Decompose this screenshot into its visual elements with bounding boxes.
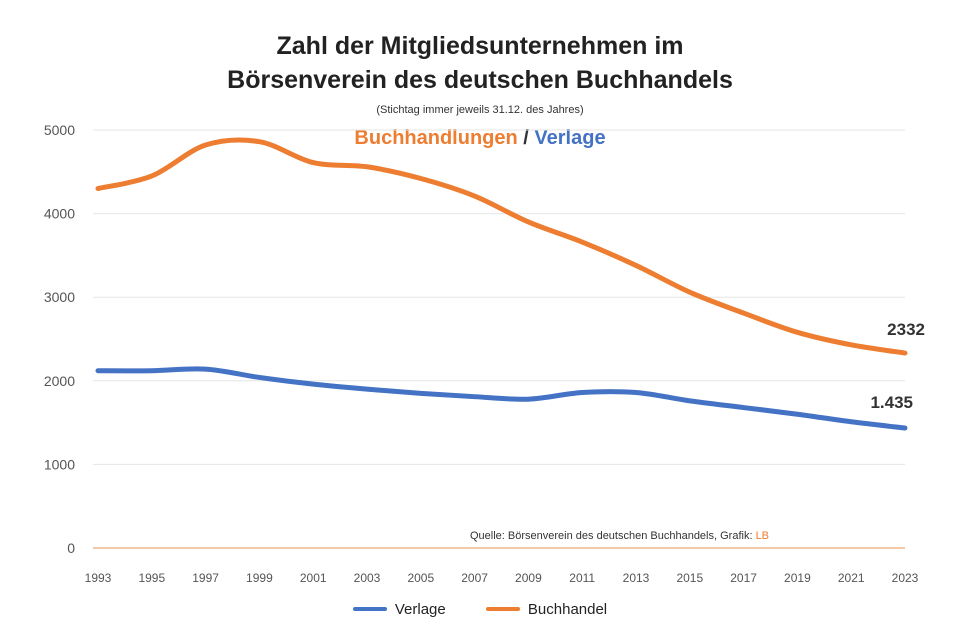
- header-label-separator: /: [517, 127, 535, 149]
- x-tick-label: 2021: [838, 571, 865, 585]
- header-series-labels: Buchhandlungen / Verlage: [0, 127, 960, 150]
- x-tick-label: 2023: [892, 571, 919, 585]
- x-tick-label: 1997: [192, 571, 219, 585]
- x-tick-label: 2011: [569, 571, 595, 585]
- chart-legend: Verlage Buchhandel: [0, 598, 960, 618]
- x-tick-label: 1995: [138, 571, 165, 585]
- x-tick-label: 1993: [85, 571, 112, 585]
- x-tick-label: 2013: [623, 571, 650, 585]
- x-tick-label: 2015: [676, 571, 703, 585]
- x-tick-label: 2001: [300, 571, 327, 585]
- x-tick-label: 2017: [730, 571, 757, 585]
- y-tick-label: 5000: [44, 122, 75, 138]
- x-tick-label: 2005: [407, 571, 434, 585]
- y-tick-label: 3000: [44, 289, 75, 305]
- y-tick-label: 0: [67, 540, 75, 556]
- source-author: LB: [755, 530, 770, 542]
- chart-title-line1: Zahl der Mitgliedsunternehmen im: [276, 32, 684, 60]
- legend-item-buchhandel: Buchhandel: [485, 600, 608, 618]
- y-tick-label: 4000: [44, 206, 75, 222]
- y-tick-label: 2000: [44, 373, 75, 389]
- chart-subtitle: (Stichtag immer jeweils 31.12. des Jahre…: [376, 104, 584, 116]
- legend-label-verlage: Verlage: [394, 600, 446, 618]
- data-label-buchhandel-end: 2332: [887, 320, 925, 339]
- source-text: Quelle: Börsenverein des deutschen Buchh…: [470, 530, 756, 542]
- chart-title-line2: Börsenverein des deutschen Buchhandels: [227, 66, 733, 94]
- y-tick-label: 1000: [44, 456, 75, 472]
- header-label-buchhandlungen: Buchhandlungen: [354, 127, 518, 149]
- legend-item-verlage: Verlage: [352, 600, 446, 618]
- legend-label-buchhandel: Buchhandel: [527, 600, 608, 618]
- legend-swatch-verlage: [352, 607, 387, 611]
- header-label-verlage: Verlage: [534, 127, 606, 149]
- legend-swatch-buchhandel: [485, 607, 520, 611]
- x-tick-label: 2007: [461, 571, 488, 585]
- series-line-buchhandel: [95, 137, 908, 356]
- data-label-verlage-end: 1.435: [870, 393, 913, 412]
- x-tick-label: 2003: [354, 571, 381, 585]
- series-line-verlage: [95, 366, 908, 431]
- x-tick-label: 1999: [246, 571, 273, 585]
- x-tick-label: 2019: [784, 571, 811, 585]
- x-tick-label: 2009: [515, 571, 542, 585]
- source-note: Quelle: Börsenverein des deutschen Buchh…: [470, 530, 769, 542]
